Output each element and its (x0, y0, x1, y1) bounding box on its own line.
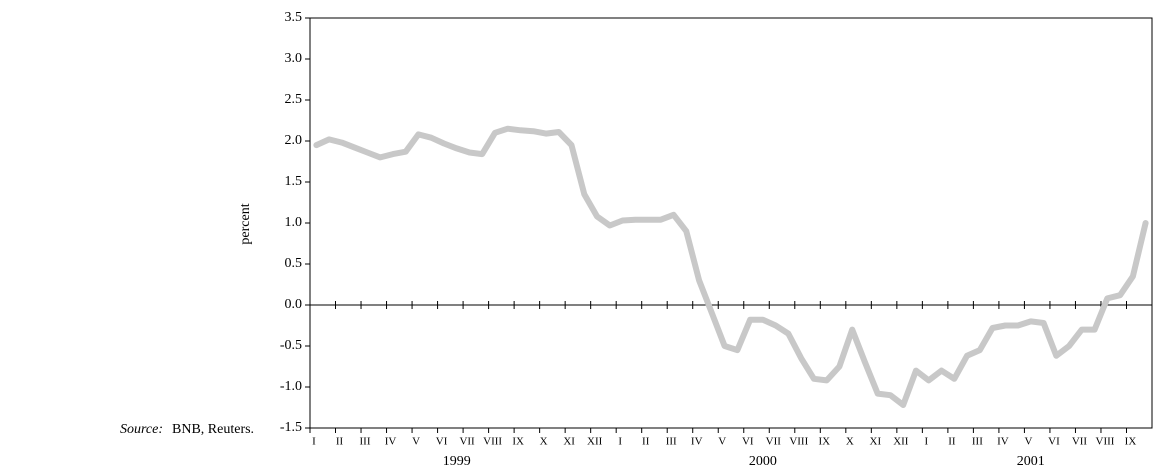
y-tick-label: 3.0 (285, 51, 303, 66)
x-tick-label: V (1024, 436, 1032, 448)
x-tick-label: IV (385, 436, 397, 448)
x-tick-label: X (846, 436, 854, 448)
y-axis-label: percent (238, 203, 253, 244)
y-tick-label: -1.0 (280, 379, 302, 394)
x-tick-label: VII (766, 436, 782, 448)
y-tick-label: 3.5 (285, 10, 303, 25)
x-tick-label: IV (997, 436, 1009, 448)
x-tick-label: VIII (483, 436, 502, 448)
source-label: Source: (120, 422, 163, 437)
x-tick-label: VII (1072, 436, 1088, 448)
x-tick-label: VI (1048, 436, 1060, 448)
x-tick-label: XI (870, 436, 882, 448)
x-tick-label: I (925, 436, 929, 448)
plot-frame (309, 17, 1153, 429)
x-tick-label: X (540, 436, 548, 448)
y-tick-label: 0.5 (285, 256, 303, 271)
y-tick-label: 2.5 (285, 92, 303, 107)
line-series (313, 125, 1149, 408)
x-tick-label: V (412, 436, 420, 448)
x-group-label: 2000 (749, 454, 777, 469)
x-tick-label: I (312, 436, 316, 448)
source-text: BNB, Reuters. (172, 422, 254, 437)
x-tick-label: VI (742, 436, 754, 448)
x-tick-label: VIII (789, 436, 808, 448)
y-tick-label: -1.5 (280, 420, 302, 435)
x-tick-label: III (666, 436, 677, 448)
x-tick-label: III (972, 436, 983, 448)
y-tick-label: 1.0 (285, 215, 303, 230)
x-tick-label: II (948, 436, 956, 448)
x-tick-label: IX (818, 436, 830, 448)
x-tick-label: V (718, 436, 726, 448)
y-tick-label: 2.0 (285, 133, 303, 148)
x-tick-label: I (618, 436, 622, 448)
x-tick-label: II (642, 436, 650, 448)
x-tick-label: II (336, 436, 344, 448)
x-group-label: 1999 (443, 454, 471, 469)
x-tick-label: VI (436, 436, 448, 448)
x-tick-label: XI (563, 436, 575, 448)
y-tick-label: 1.5 (285, 174, 303, 189)
x-tick-label: VIII (1096, 436, 1115, 448)
x-tick-label: VII (459, 436, 475, 448)
x-tick-label: XII (893, 436, 909, 448)
x-tick-label: III (360, 436, 371, 448)
x-tick-label: IX (512, 436, 524, 448)
y-tick-label: 0.0 (285, 297, 303, 312)
y-tick-label: -0.5 (280, 338, 302, 353)
x-tick-label: XII (587, 436, 603, 448)
x-group-label: 2001 (1017, 454, 1045, 469)
x-tick-label: IV (691, 436, 703, 448)
x-tick-label: IX (1125, 436, 1137, 448)
